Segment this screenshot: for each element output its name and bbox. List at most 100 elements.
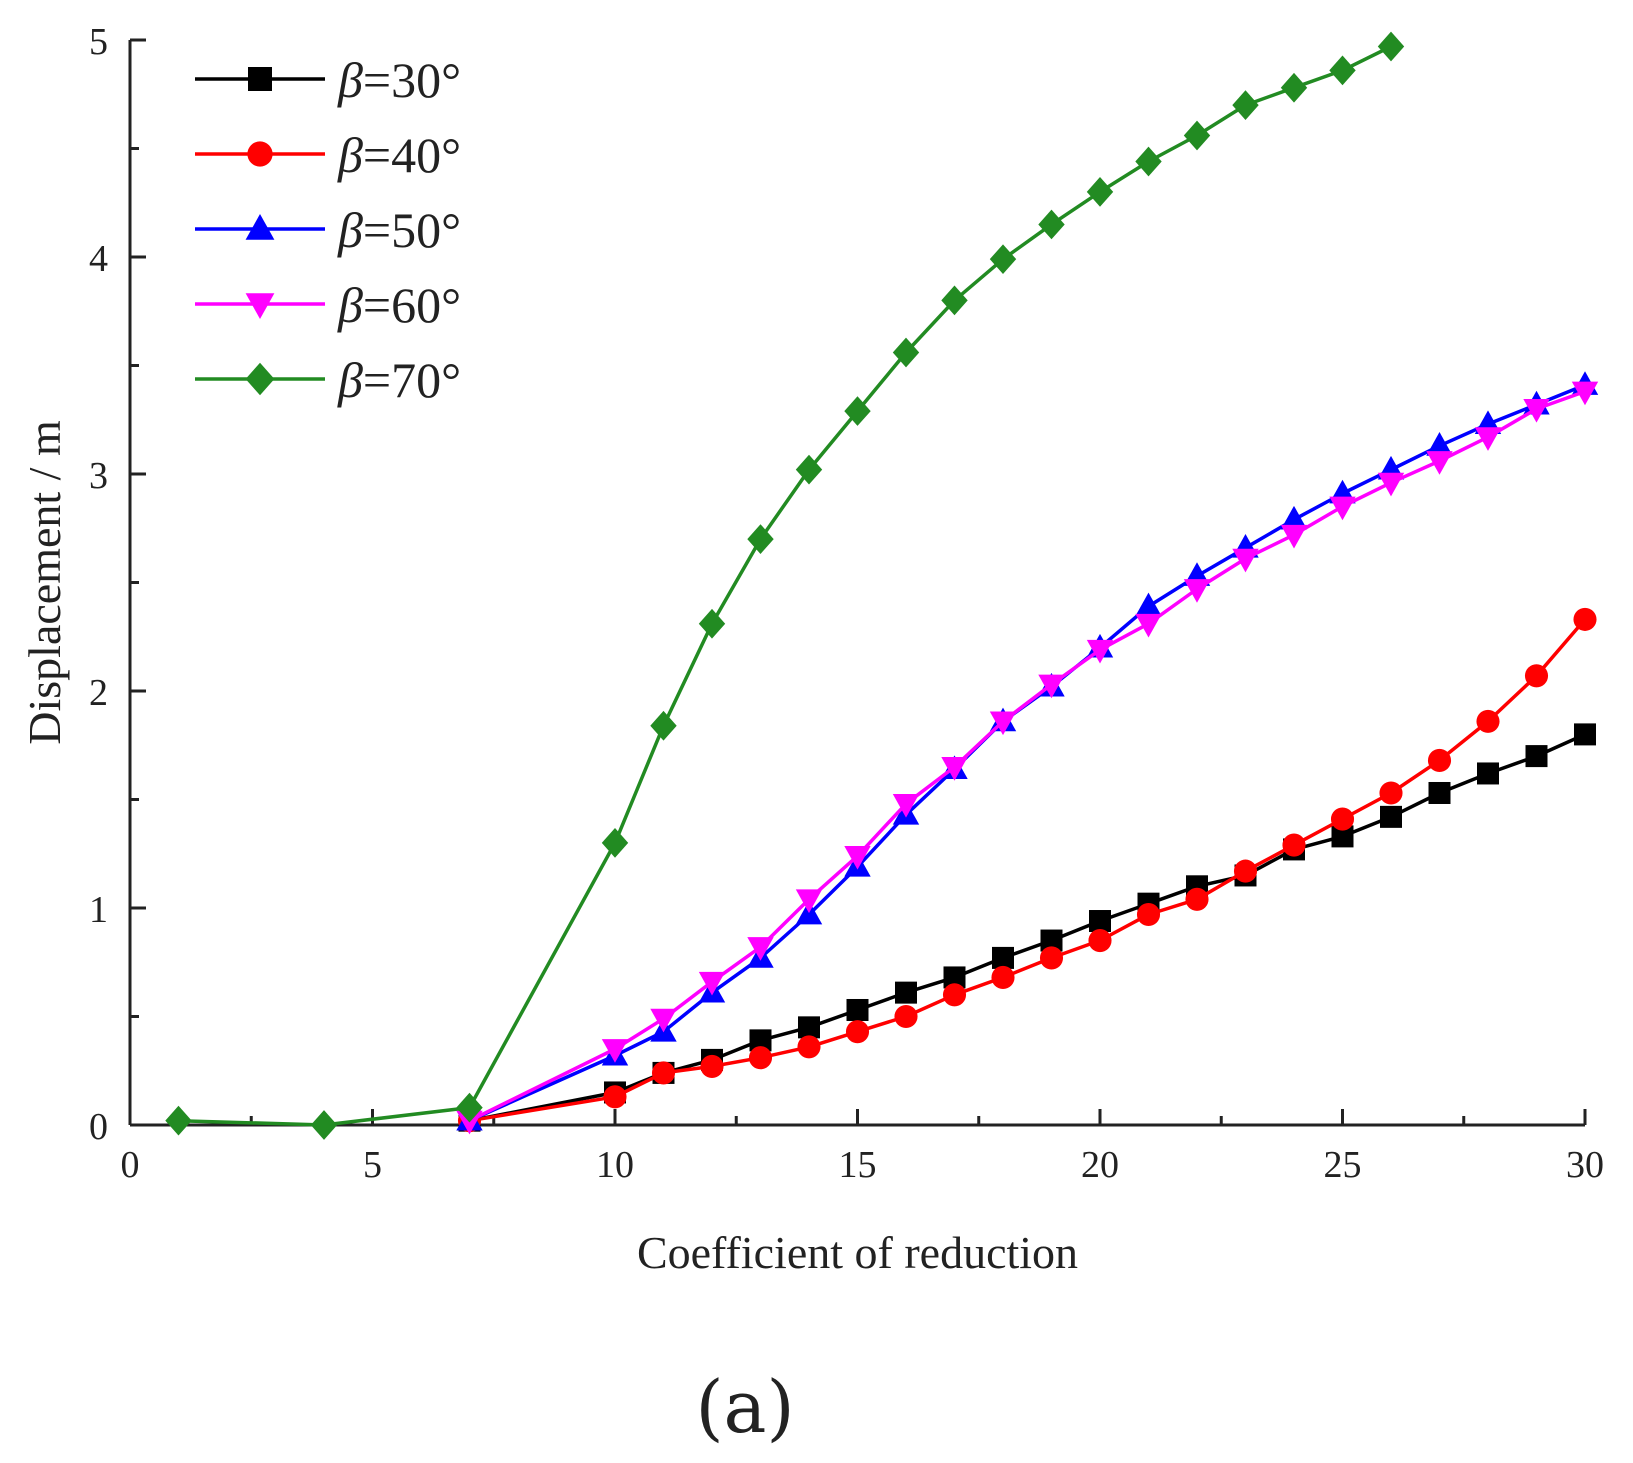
x-tick-label: 5 bbox=[363, 1144, 382, 1186]
axes: 0 5 10 15 20 25 30 0 1 2 3 4 5 bbox=[89, 21, 1604, 1186]
data-point bbox=[1040, 929, 1063, 952]
data-point bbox=[1379, 781, 1403, 805]
data-point bbox=[1088, 929, 1112, 953]
data-point bbox=[941, 757, 968, 781]
data-point bbox=[845, 1020, 870, 1044]
data-point bbox=[1525, 745, 1548, 768]
data-point bbox=[1523, 399, 1550, 423]
data-point bbox=[844, 396, 871, 426]
legend-beta-symbol: β bbox=[337, 277, 363, 333]
x-tick-label: 20 bbox=[1081, 1144, 1119, 1186]
legend-label: β=50° bbox=[337, 202, 461, 258]
data-point bbox=[943, 966, 966, 989]
data-point bbox=[795, 454, 823, 485]
data-point bbox=[1377, 31, 1405, 62]
data-point bbox=[989, 244, 1017, 275]
series-group bbox=[165, 31, 1599, 1140]
data-point bbox=[1524, 664, 1549, 688]
data-point bbox=[989, 711, 1017, 736]
data-point bbox=[991, 965, 1015, 989]
series-3 bbox=[456, 381, 1599, 1135]
y-tick-label: 2 bbox=[89, 672, 108, 714]
data-point bbox=[698, 608, 726, 639]
series-line bbox=[468, 389, 1586, 1123]
data-point bbox=[1086, 177, 1114, 207]
data-point bbox=[1380, 805, 1402, 828]
data-point bbox=[1038, 674, 1065, 699]
data-point bbox=[846, 998, 869, 1021]
y-tick-label: 1 bbox=[89, 889, 108, 931]
data-point bbox=[895, 981, 917, 1004]
legend-item-4: β=70° bbox=[195, 352, 461, 408]
data-point bbox=[650, 1008, 677, 1033]
data-point bbox=[844, 846, 871, 870]
series-line bbox=[469, 618, 1587, 1123]
panel-label: (a) bbox=[695, 1365, 794, 1449]
legend-value: =50° bbox=[363, 202, 461, 258]
data-point bbox=[747, 937, 774, 961]
data-point bbox=[165, 1105, 192, 1136]
y-tick-label: 0 bbox=[89, 1106, 108, 1148]
y-tick-label: 5 bbox=[89, 21, 108, 63]
data-point bbox=[1039, 946, 1064, 970]
data-point bbox=[941, 285, 968, 316]
legend-label: β=30° bbox=[337, 52, 461, 108]
legend-item-2: β=50° bbox=[195, 202, 461, 258]
y-tick-label: 3 bbox=[89, 455, 108, 497]
legend-marker bbox=[245, 214, 275, 240]
legend-value: =60° bbox=[363, 277, 461, 333]
series-line bbox=[468, 383, 1586, 1123]
series-2 bbox=[456, 371, 1599, 1131]
data-point bbox=[1086, 639, 1114, 664]
legend-marker bbox=[247, 141, 273, 167]
x-tick-label: 0 bbox=[121, 1144, 140, 1186]
data-point bbox=[892, 337, 920, 368]
legend-beta-symbol: β bbox=[337, 202, 363, 258]
series-1 bbox=[457, 607, 1597, 1133]
data-point bbox=[698, 971, 726, 996]
data-point bbox=[795, 889, 823, 914]
data-point bbox=[1330, 807, 1355, 831]
data-point bbox=[747, 524, 774, 554]
x-tick-label: 30 bbox=[1566, 1144, 1604, 1186]
data-point bbox=[1329, 496, 1356, 521]
x-tick-label: 10 bbox=[596, 1144, 634, 1186]
data-point bbox=[310, 1110, 338, 1140]
y-tick-label: 4 bbox=[89, 238, 108, 280]
legend-beta-symbol: β bbox=[337, 352, 363, 408]
data-point bbox=[1573, 607, 1597, 631]
legend-value: =70° bbox=[363, 352, 461, 408]
legend-value: =30° bbox=[363, 52, 461, 108]
data-point bbox=[601, 828, 629, 858]
legend-item-1: β=40° bbox=[195, 127, 461, 183]
data-point bbox=[603, 1085, 627, 1109]
data-point bbox=[749, 1029, 772, 1052]
data-point bbox=[1280, 524, 1308, 549]
data-point bbox=[1477, 762, 1499, 785]
data-point bbox=[748, 1046, 773, 1070]
data-point bbox=[456, 1110, 483, 1135]
series-line bbox=[469, 732, 1586, 1123]
series-0 bbox=[458, 723, 1596, 1132]
x-axis-title: Coefficient of reduction bbox=[637, 1227, 1078, 1278]
data-point bbox=[1282, 833, 1306, 857]
legend-marker bbox=[248, 67, 272, 91]
data-point bbox=[1038, 209, 1065, 240]
legend-label: β=40° bbox=[337, 127, 461, 183]
series-4 bbox=[165, 31, 1405, 1140]
data-point bbox=[1428, 781, 1451, 804]
data-point bbox=[1427, 748, 1452, 772]
legend-beta-symbol: β bbox=[337, 127, 363, 183]
x-tick-label: 15 bbox=[839, 1144, 877, 1186]
legend-item-0: β=30° bbox=[195, 52, 461, 108]
data-point bbox=[1136, 902, 1161, 927]
data-point bbox=[1232, 90, 1259, 120]
legend-marker bbox=[245, 362, 275, 396]
legend-value: =40° bbox=[363, 127, 461, 183]
data-point bbox=[894, 1004, 918, 1029]
data-point bbox=[601, 1039, 629, 1063]
data-point bbox=[798, 1016, 820, 1039]
legend-marker bbox=[245, 293, 275, 319]
data-point bbox=[651, 1061, 676, 1085]
